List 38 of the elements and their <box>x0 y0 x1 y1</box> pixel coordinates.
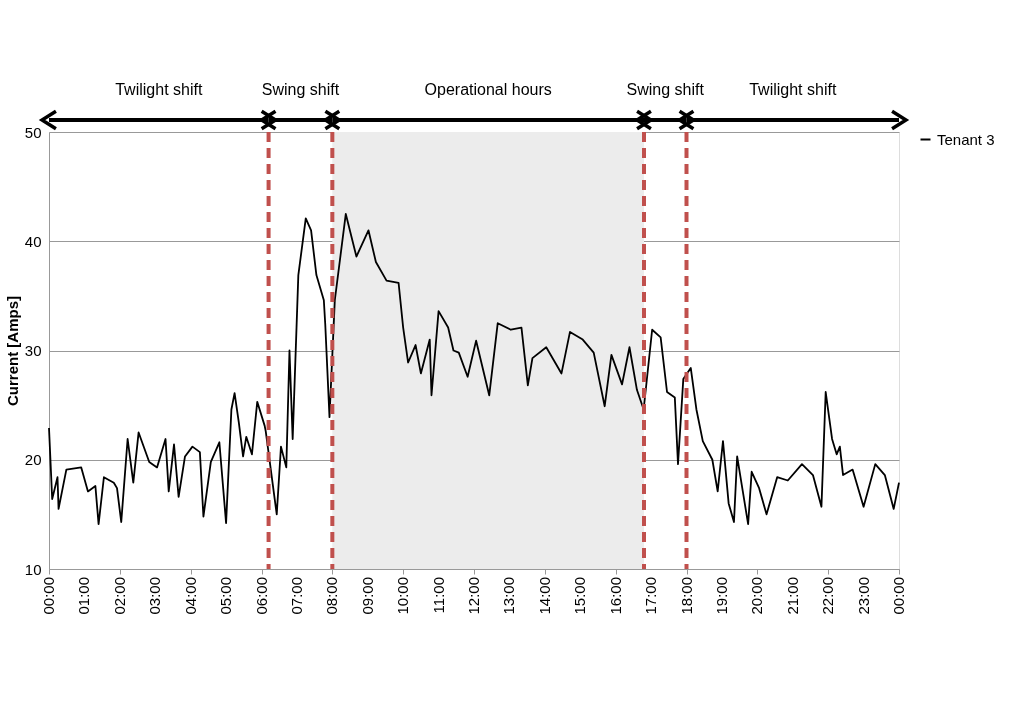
x-tick-label: 23:00 <box>854 577 872 615</box>
x-tick-label: 16:00 <box>606 577 624 615</box>
x-tick-label: 11:00 <box>429 577 447 614</box>
x-tick-label: 18:00 <box>677 577 695 615</box>
x-tick-label: 20:00 <box>748 577 766 615</box>
x-tick-label: 19:00 <box>712 577 730 615</box>
y-axis-title: Current [Amps] <box>3 295 21 407</box>
x-tick-label: 08:00 <box>323 577 341 615</box>
text: Twilight shift <box>749 81 837 98</box>
x-tick-label: 00:00 <box>40 577 57 615</box>
text: Swing shift <box>626 81 705 98</box>
x-tick-label: 10:00 <box>394 577 412 615</box>
legend-label: Tenant 3 <box>937 130 995 148</box>
x-tick-label: 13:00 <box>500 577 518 615</box>
x-tick-label: 12:00 <box>465 577 482 615</box>
x-tick-label: 09:00 <box>358 577 376 615</box>
text: Operational hours <box>424 81 552 98</box>
y-tick-label: 20 <box>24 451 42 469</box>
x-tick-label: 22:00 <box>819 577 837 615</box>
x-tick-label: 02:00 <box>110 577 128 615</box>
line-series <box>48 213 900 526</box>
x-tick-label: 04:00 <box>181 577 199 615</box>
x-tick-label: 01:00 <box>75 577 93 615</box>
y-tick-label: 50 <box>24 123 42 141</box>
x-tick-label: 17:00 <box>642 577 660 615</box>
x-tick-label: 15:00 <box>571 577 589 615</box>
x-tick-label: 03:00 <box>146 577 164 615</box>
x-tick-label: 06:00 <box>252 577 270 615</box>
x-tick-label: 07:00 <box>287 577 305 615</box>
x-tick-label: 05:00 <box>217 577 235 615</box>
x-tick-label: 14:00 <box>535 577 553 615</box>
x-tick-label: 21:00 <box>783 577 801 615</box>
y-tick-label: 40 <box>24 232 42 250</box>
y-tick-label: 30 <box>24 342 42 359</box>
text: Twilight shift <box>115 81 203 98</box>
y-tick-label: 10 <box>24 560 42 578</box>
text: Swing shift <box>261 81 340 98</box>
x-tick-label: 00:00 <box>890 577 907 615</box>
